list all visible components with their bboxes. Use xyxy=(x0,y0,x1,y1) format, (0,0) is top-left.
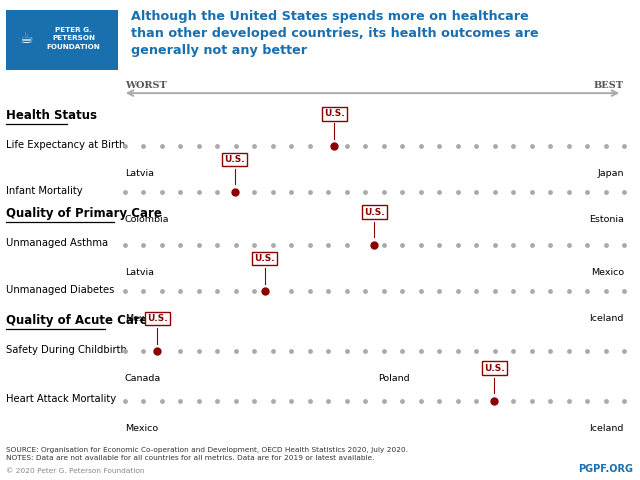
Text: Mexico: Mexico xyxy=(125,314,158,324)
Text: Safety During Childbirth: Safety During Childbirth xyxy=(6,345,127,355)
Text: Colombia: Colombia xyxy=(125,215,170,224)
Text: Iceland: Iceland xyxy=(589,314,624,324)
Text: PGPF.ORG: PGPF.ORG xyxy=(579,464,634,474)
Text: Japan: Japan xyxy=(598,169,624,179)
Text: WORST: WORST xyxy=(125,81,166,90)
Text: Infant Mortality: Infant Mortality xyxy=(6,186,83,195)
Text: Although the United States spends more on healthcare
than other developed countr: Although the United States spends more o… xyxy=(131,10,539,57)
Text: Iceland: Iceland xyxy=(589,424,624,433)
Text: SOURCE: Organisation for Economic Co-operation and Development, OECD Health Stat: SOURCE: Organisation for Economic Co-ope… xyxy=(6,447,408,461)
Text: Mexico: Mexico xyxy=(125,424,158,433)
Text: Latvia: Latvia xyxy=(125,268,154,277)
Text: Unmanaged Asthma: Unmanaged Asthma xyxy=(6,239,109,248)
FancyBboxPatch shape xyxy=(6,10,118,70)
Text: Canada: Canada xyxy=(125,374,161,384)
Text: © 2020 Peter G. Peterson Foundation: © 2020 Peter G. Peterson Foundation xyxy=(6,468,145,474)
Text: ☕: ☕ xyxy=(20,31,34,46)
Text: Poland: Poland xyxy=(378,374,410,384)
Text: Mexico: Mexico xyxy=(591,268,624,277)
Text: Estonia: Estonia xyxy=(589,215,624,224)
Text: U.S.: U.S. xyxy=(364,208,385,216)
Text: Latvia: Latvia xyxy=(125,169,154,179)
Text: U.S.: U.S. xyxy=(324,109,345,118)
Text: U.S.: U.S. xyxy=(224,155,245,164)
Text: Life Expectancy at Birth: Life Expectancy at Birth xyxy=(6,140,126,150)
Text: U.S.: U.S. xyxy=(147,314,168,323)
Text: Health Status: Health Status xyxy=(6,109,97,122)
Text: Quality of Primary Care: Quality of Primary Care xyxy=(6,207,163,220)
Text: PETER G.
PETERSON
FOUNDATION: PETER G. PETERSON FOUNDATION xyxy=(47,27,100,50)
Text: BEST: BEST xyxy=(594,81,624,90)
Text: Quality of Acute Care: Quality of Acute Care xyxy=(6,314,148,327)
Text: Unmanaged Diabetes: Unmanaged Diabetes xyxy=(6,285,115,295)
Text: Heart Attack Mortality: Heart Attack Mortality xyxy=(6,395,116,404)
Text: U.S.: U.S. xyxy=(254,254,275,263)
Text: U.S.: U.S. xyxy=(484,364,504,372)
